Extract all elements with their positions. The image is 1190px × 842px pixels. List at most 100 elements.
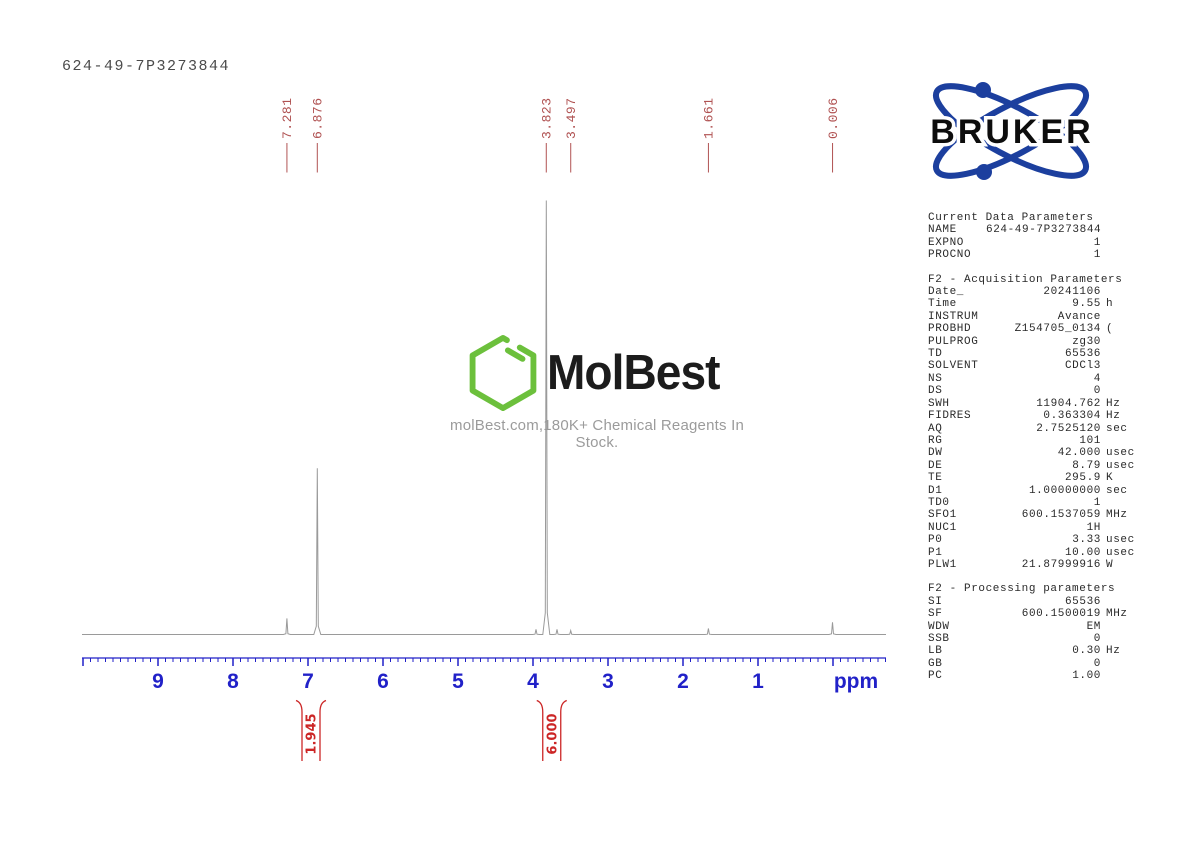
- parameter-value: 0.363304: [1043, 410, 1101, 423]
- parameter-name: DE: [928, 459, 943, 472]
- parameter-name: TD: [928, 348, 943, 361]
- parameter-name: Time: [928, 298, 957, 311]
- parameter-row: D1 1.00000000 sec: [928, 485, 1140, 497]
- parameter-value: 4: [1093, 372, 1101, 385]
- parameter-name: AQ: [928, 422, 943, 435]
- parameter-row: SFO1 600.1537059 MHz: [928, 509, 1140, 521]
- parameter-value: 9.55: [1072, 298, 1101, 311]
- integral-bracket: [536, 699, 567, 761]
- parameter-row: TD0 1: [928, 497, 1140, 509]
- parameter-unit: usec: [1106, 447, 1135, 460]
- bruker-wordmark: BRUKER: [930, 113, 1093, 151]
- peak-label: 6.876: [311, 97, 326, 139]
- integral-bracket: [295, 699, 327, 761]
- parameter-name: TD0: [928, 496, 950, 509]
- parameter-unit: [1101, 373, 1140, 385]
- parameter-row: WDW EM: [928, 621, 1140, 633]
- parameter-section-header: F2 - Processing parameters: [928, 583, 1116, 596]
- axis-tick-label: 1: [752, 670, 764, 693]
- parameter-name: FIDRES: [928, 410, 972, 423]
- parameter-name: PLW1: [928, 558, 957, 571]
- parameter-value: 2.7525120: [1036, 422, 1101, 435]
- parameter-unit: [1101, 633, 1140, 645]
- parameter-value: 21.87999916: [1021, 558, 1101, 571]
- parameter-unit: [1101, 286, 1140, 298]
- parameter-value: 65536: [1064, 348, 1101, 361]
- parameter-row: SF 600.1500019 MHz: [928, 608, 1140, 620]
- parameter-name: Date_: [928, 286, 965, 299]
- parameter-row: PC 1.00: [928, 670, 1140, 682]
- parameter-value: 11904.762: [1036, 397, 1101, 410]
- parameter-row: SSB 0: [928, 633, 1140, 645]
- parameter-unit: [1101, 311, 1140, 323]
- parameter-unit: MHz: [1106, 608, 1128, 621]
- parameter-unit: K: [1106, 472, 1114, 485]
- bruker-logo: BRUKER: [927, 82, 1094, 180]
- parameter-value: 1: [1093, 496, 1101, 509]
- parameter-unit: [1101, 385, 1140, 397]
- parameter-unit: [1101, 249, 1140, 261]
- peak-label: 3.823: [540, 97, 555, 139]
- parameter-value: EM: [1086, 620, 1101, 633]
- parameter-value: 65536: [1064, 595, 1101, 608]
- parameter-row: DW 42.000 usec: [928, 447, 1140, 459]
- parameter-section-header: Current Data Parameters: [928, 212, 1094, 224]
- parameter-name: SF: [928, 608, 943, 621]
- parameter-section-header: F2 - Acquisition Parameters: [928, 273, 1123, 286]
- parameter-unit: W: [1106, 558, 1114, 571]
- parameter-name: PROCNO: [928, 249, 972, 262]
- axis-tick-label: 6: [377, 670, 389, 693]
- parameter-unit: [1101, 360, 1140, 372]
- parameter-value: CDCl3: [1064, 360, 1101, 373]
- parameter-name: NS: [928, 372, 943, 385]
- peak-label: 1.661: [702, 97, 717, 139]
- parameter-name: SOLVENT: [928, 360, 979, 373]
- parameter-unit: MHz: [1106, 509, 1128, 522]
- parameter-value: 20241106: [1043, 286, 1101, 299]
- parameter-name: EXPNO: [928, 236, 965, 249]
- ppm-unit-label: ppm: [834, 670, 878, 693]
- axis-tick-label: 3: [602, 670, 614, 693]
- parameter-name: PULPROG: [928, 335, 979, 348]
- parameter-unit: [1101, 621, 1140, 633]
- parameter-row: AQ 2.7525120 sec: [928, 423, 1140, 435]
- parameter-unit: h: [1106, 298, 1114, 311]
- parameter-row: TE 295.9 K: [928, 472, 1140, 484]
- parameter-name: SSB: [928, 633, 950, 645]
- parameter-name: NUC1: [928, 521, 957, 534]
- parameter-name: DS: [928, 385, 943, 398]
- parameter-value: Avance: [1057, 310, 1101, 323]
- sample-id-title: 624-49-7P3273844: [62, 58, 231, 75]
- parameter-row: EXPNO 1: [928, 237, 1140, 249]
- parameter-name: SFO1: [928, 509, 957, 522]
- parameter-name: INSTRUM: [928, 310, 979, 323]
- parameter-name: GB: [928, 657, 943, 670]
- parameter-row: PLW1 21.87999916 W: [928, 559, 1140, 571]
- parameter-row: SOLVENT CDCl3: [928, 360, 1140, 372]
- axis-tick-label: 8: [227, 670, 239, 693]
- parameter-row: TD 65536: [928, 348, 1140, 360]
- peak-label: 0.006: [826, 97, 841, 139]
- parameter-unit: usec: [1106, 546, 1135, 559]
- parameter-row: DS 0: [928, 385, 1140, 397]
- parameter-value: 295.9: [1064, 472, 1101, 485]
- parameter-unit: usec: [1106, 459, 1135, 472]
- molbest-logo-row: MolBest: [436, 334, 758, 412]
- parameter-row: Date_ 20241106: [928, 286, 1140, 298]
- parameter-row: SWH 11904.762 Hz: [928, 398, 1140, 410]
- parameter-value: 0: [1093, 633, 1101, 645]
- parameter-name: P0: [928, 534, 943, 547]
- parameter-name: WDW: [928, 620, 950, 633]
- parameter-unit: sec: [1106, 484, 1128, 497]
- parameter-unit: [1101, 336, 1140, 348]
- parameter-row: INSTRUM Avance: [928, 311, 1140, 323]
- axis-tick-label: 7: [302, 670, 314, 693]
- parameter-row: P1 10.00 usec: [928, 547, 1140, 559]
- parameter-name: PROBHD: [928, 323, 972, 336]
- parameter-section: F2 - Acquisition Parameters Date_ 20241106…: [928, 274, 1140, 572]
- parameter-row: Time 9.55 h: [928, 298, 1140, 310]
- parameter-unit: [1101, 522, 1140, 534]
- parameter-row: LB 0.30 Hz: [928, 645, 1140, 657]
- parameter-name: TE: [928, 472, 943, 485]
